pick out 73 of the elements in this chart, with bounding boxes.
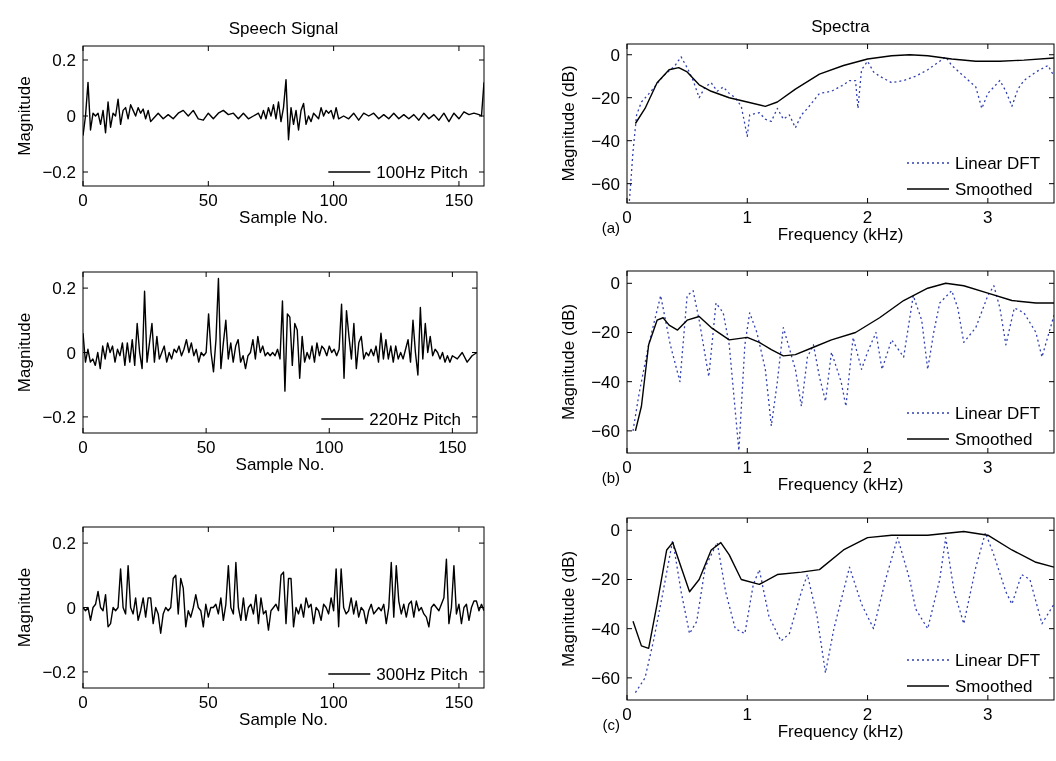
y-tick-label: 0.2 [52,534,76,554]
y-axis-title: Magnitude (dB) [559,65,578,182]
x-tick-label: 2 [862,208,873,227]
x-tick-label: 2 [862,705,873,724]
x-tick-label: 3 [983,208,993,227]
legend-label: 220Hz Pitch [369,410,461,429]
y-tick-label: −20 [591,323,620,343]
chart-title: Speech Signal [228,19,339,38]
x-tick-label: 1 [742,705,753,724]
legend-label: 300Hz Pitch [376,665,468,684]
x-axis-title: Sample No. [235,455,325,474]
legend-label: Smoothed [955,430,1033,449]
text: (b) [601,469,620,486]
y-tick-label: 0.2 [52,279,76,299]
text: (c) [602,716,620,733]
legend-label: Smoothed [955,677,1033,696]
x-axis-title: Frequency (kHz) [777,475,904,494]
x-tick-label: 2 [862,458,873,477]
x-axis-title: Sample No. [239,710,328,729]
y-axis-title: Magnitude [15,76,34,156]
legend-label: Linear DFT [955,651,1041,670]
y-tick-label: −20 [591,570,620,590]
x-tick-label: 150 [444,191,474,210]
x-tick-label: 50 [196,438,216,457]
x-tick-label: 0 [622,208,632,227]
x-tick-label: 0 [622,458,632,477]
line-series [628,56,1054,202]
y-tick-label: −60 [591,174,620,194]
x-axis-title: Frequency (kHz) [777,722,904,741]
y-axis-title: Magnitude (dB) [559,550,578,668]
y-tick-label: 0 [610,274,620,294]
text: (a) [601,219,620,236]
x-tick-label: 100 [319,693,348,712]
x-tick-label: 1 [742,208,753,227]
y-tick-label: 0 [66,107,76,126]
y-tick-label: −0.2 [42,662,76,682]
x-tick-label: 0 [78,693,88,712]
x-tick-label: 3 [983,705,993,724]
y-tick-label: 0.2 [52,51,76,70]
y-axis-title: Magnitude [15,567,34,648]
legend-label: Linear DFT [955,154,1041,173]
legend-label: 100Hz Pitch [376,163,468,182]
legend-label: Linear DFT [955,404,1041,423]
y-tick-label: −0.2 [42,163,76,182]
x-tick-label: 50 [198,693,218,712]
x-tick-label: 0 [78,438,88,457]
x-tick-label: 50 [198,191,218,210]
x-tick-label: 0 [622,705,632,724]
y-tick-label: −20 [591,88,620,108]
y-tick-label: −60 [591,668,620,688]
x-tick-label: 100 [319,191,348,210]
y-axis-title: Magnitude [15,312,34,393]
x-tick-label: 3 [983,458,993,477]
x-axis-title: Frequency (kHz) [777,225,904,244]
y-tick-label: 0 [610,45,620,65]
y-tick-label: 0 [610,521,620,541]
x-tick-label: 0 [78,191,88,210]
chart-title: Spectra [811,17,871,36]
x-tick-label: 150 [438,438,467,457]
line-series [634,532,1054,694]
y-tick-label: −40 [591,131,620,151]
y-tick-label: 0 [66,343,76,363]
y-tick-label: −60 [591,421,620,441]
x-tick-label: 1 [742,458,753,477]
x-tick-label: 150 [444,693,474,712]
y-axis-title: Magnitude (dB) [559,303,578,421]
y-tick-label: 0 [66,598,76,618]
y-tick-label: −0.2 [42,407,76,427]
x-tick-label: 100 [315,438,344,457]
y-tick-label: −40 [591,372,620,392]
y-tick-label: −40 [591,619,620,639]
x-axis-title: Sample No. [239,208,328,227]
legend-label: Smoothed [955,180,1033,199]
